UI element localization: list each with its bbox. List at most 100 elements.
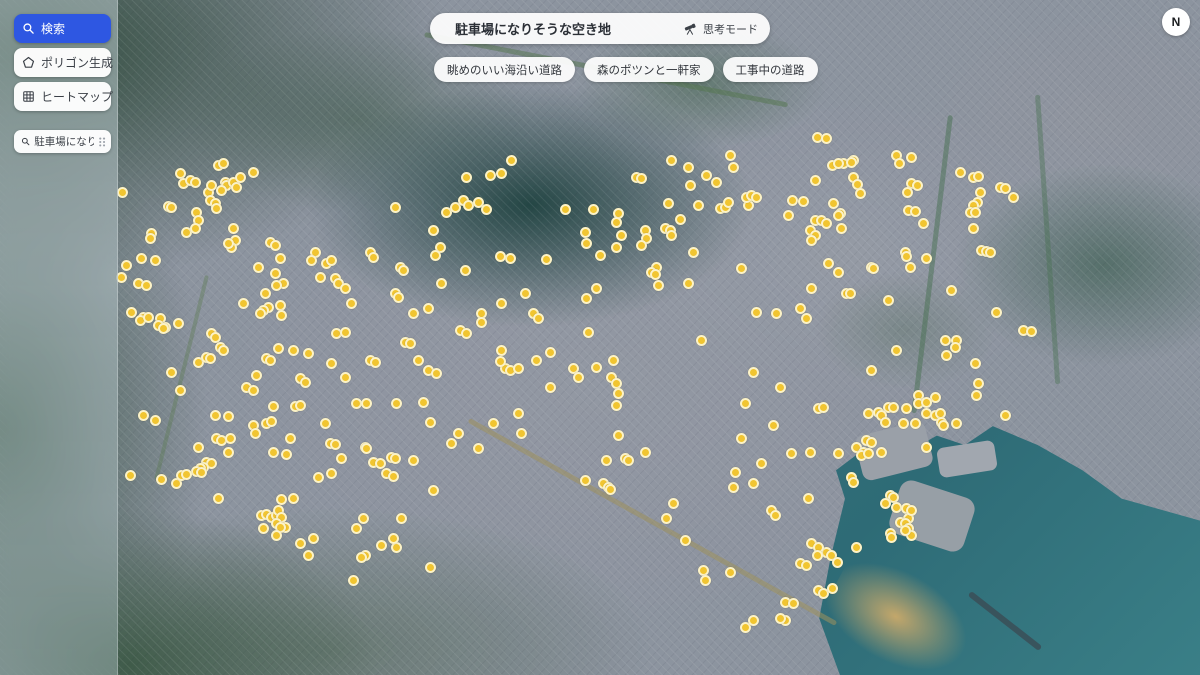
map-marker[interactable]	[1007, 191, 1019, 203]
map-marker[interactable]	[920, 441, 932, 453]
map-marker[interactable]	[832, 266, 844, 278]
map-marker[interactable]	[885, 531, 897, 543]
map-marker[interactable]	[755, 457, 767, 469]
map-marker[interactable]	[374, 457, 386, 469]
map-marker[interactable]	[120, 259, 132, 271]
map-marker[interactable]	[392, 291, 404, 303]
map-marker[interactable]	[710, 176, 722, 188]
map-marker[interactable]	[192, 441, 204, 453]
map-marker[interactable]	[174, 384, 186, 396]
map-marker[interactable]	[811, 549, 823, 561]
map-marker[interactable]	[125, 306, 137, 318]
map-marker[interactable]	[832, 447, 844, 459]
map-marker[interactable]	[972, 377, 984, 389]
map-marker[interactable]	[940, 349, 952, 361]
map-marker[interactable]	[212, 492, 224, 504]
map-marker[interactable]	[862, 407, 874, 419]
thinking-mode-button[interactable]: 思考モード	[683, 21, 758, 37]
map-marker[interactable]	[854, 187, 866, 199]
map-marker[interactable]	[604, 483, 616, 495]
map-marker[interactable]	[700, 169, 712, 181]
map-marker[interactable]	[804, 446, 816, 458]
map-marker[interactable]	[280, 448, 292, 460]
map-marker[interactable]	[802, 492, 814, 504]
map-marker[interactable]	[475, 316, 487, 328]
map-marker[interactable]	[180, 468, 192, 480]
map-marker[interactable]	[770, 307, 782, 319]
map-marker[interactable]	[314, 271, 326, 283]
map-marker[interactable]	[805, 234, 817, 246]
map-marker[interactable]	[389, 201, 401, 213]
map-marker[interactable]	[937, 419, 949, 431]
map-marker[interactable]	[999, 409, 1011, 421]
map-marker[interactable]	[144, 232, 156, 244]
map-marker[interactable]	[580, 292, 592, 304]
map-marker[interactable]	[590, 361, 602, 373]
map-marker[interactable]	[899, 524, 911, 536]
map-marker[interactable]	[972, 170, 984, 182]
map-marker[interactable]	[820, 132, 832, 144]
map-marker[interactable]	[319, 417, 331, 429]
map-marker[interactable]	[867, 262, 879, 274]
map-marker[interactable]	[387, 532, 399, 544]
map-marker[interactable]	[325, 357, 337, 369]
map-marker[interactable]	[905, 151, 917, 163]
map-marker[interactable]	[135, 252, 147, 264]
map-marker[interactable]	[800, 312, 812, 324]
map-marker[interactable]	[612, 387, 624, 399]
map-marker[interactable]	[544, 381, 556, 393]
suggestion-chip[interactable]: 眺めのいい海沿い道路	[434, 57, 575, 82]
map-marker[interactable]	[367, 251, 379, 263]
map-marker[interactable]	[339, 326, 351, 338]
map-marker[interactable]	[269, 267, 281, 279]
map-marker[interactable]	[567, 362, 579, 374]
map-marker[interactable]	[267, 446, 279, 458]
map-marker[interactable]	[325, 254, 337, 266]
map-marker[interactable]	[879, 497, 891, 509]
map-marker[interactable]	[294, 399, 306, 411]
map-marker[interactable]	[901, 186, 913, 198]
map-marker[interactable]	[275, 493, 287, 505]
map-marker[interactable]	[360, 397, 372, 409]
map-marker[interactable]	[724, 566, 736, 578]
map-marker[interactable]	[900, 402, 912, 414]
map-marker[interactable]	[950, 417, 962, 429]
map-marker[interactable]	[512, 362, 524, 374]
map-marker[interactable]	[652, 279, 664, 291]
map-marker[interactable]	[612, 429, 624, 441]
map-marker[interactable]	[172, 317, 184, 329]
map-marker[interactable]	[274, 252, 286, 264]
map-marker[interactable]	[270, 279, 282, 291]
map-marker[interactable]	[850, 541, 862, 553]
map-marker[interactable]	[512, 407, 524, 419]
map-marker[interactable]	[649, 268, 661, 280]
map-marker[interactable]	[879, 416, 891, 428]
map-marker[interactable]	[462, 199, 474, 211]
map-marker[interactable]	[590, 282, 602, 294]
map-marker[interactable]	[844, 287, 856, 299]
map-marker[interactable]	[954, 166, 966, 178]
map-marker[interactable]	[832, 209, 844, 221]
map-marker[interactable]	[234, 171, 246, 183]
map-marker[interactable]	[347, 574, 359, 586]
map-marker[interactable]	[452, 427, 464, 439]
map-marker[interactable]	[284, 432, 296, 444]
map-marker[interactable]	[800, 559, 812, 571]
map-marker[interactable]	[607, 354, 619, 366]
map-marker[interactable]	[722, 196, 734, 208]
map-marker[interactable]	[674, 213, 686, 225]
map-marker[interactable]	[519, 287, 531, 299]
map-marker[interactable]	[774, 612, 786, 624]
map-marker[interactable]	[472, 442, 484, 454]
map-marker[interactable]	[594, 249, 606, 261]
map-marker[interactable]	[247, 166, 259, 178]
map-marker[interactable]	[339, 282, 351, 294]
map-marker[interactable]	[424, 416, 436, 428]
map-marker[interactable]	[257, 522, 269, 534]
map-marker[interactable]	[149, 254, 161, 266]
map-marker[interactable]	[750, 306, 762, 318]
map-marker[interactable]	[970, 389, 982, 401]
map-marker[interactable]	[665, 229, 677, 241]
map-marker[interactable]	[429, 249, 441, 261]
map-marker[interactable]	[900, 250, 912, 262]
